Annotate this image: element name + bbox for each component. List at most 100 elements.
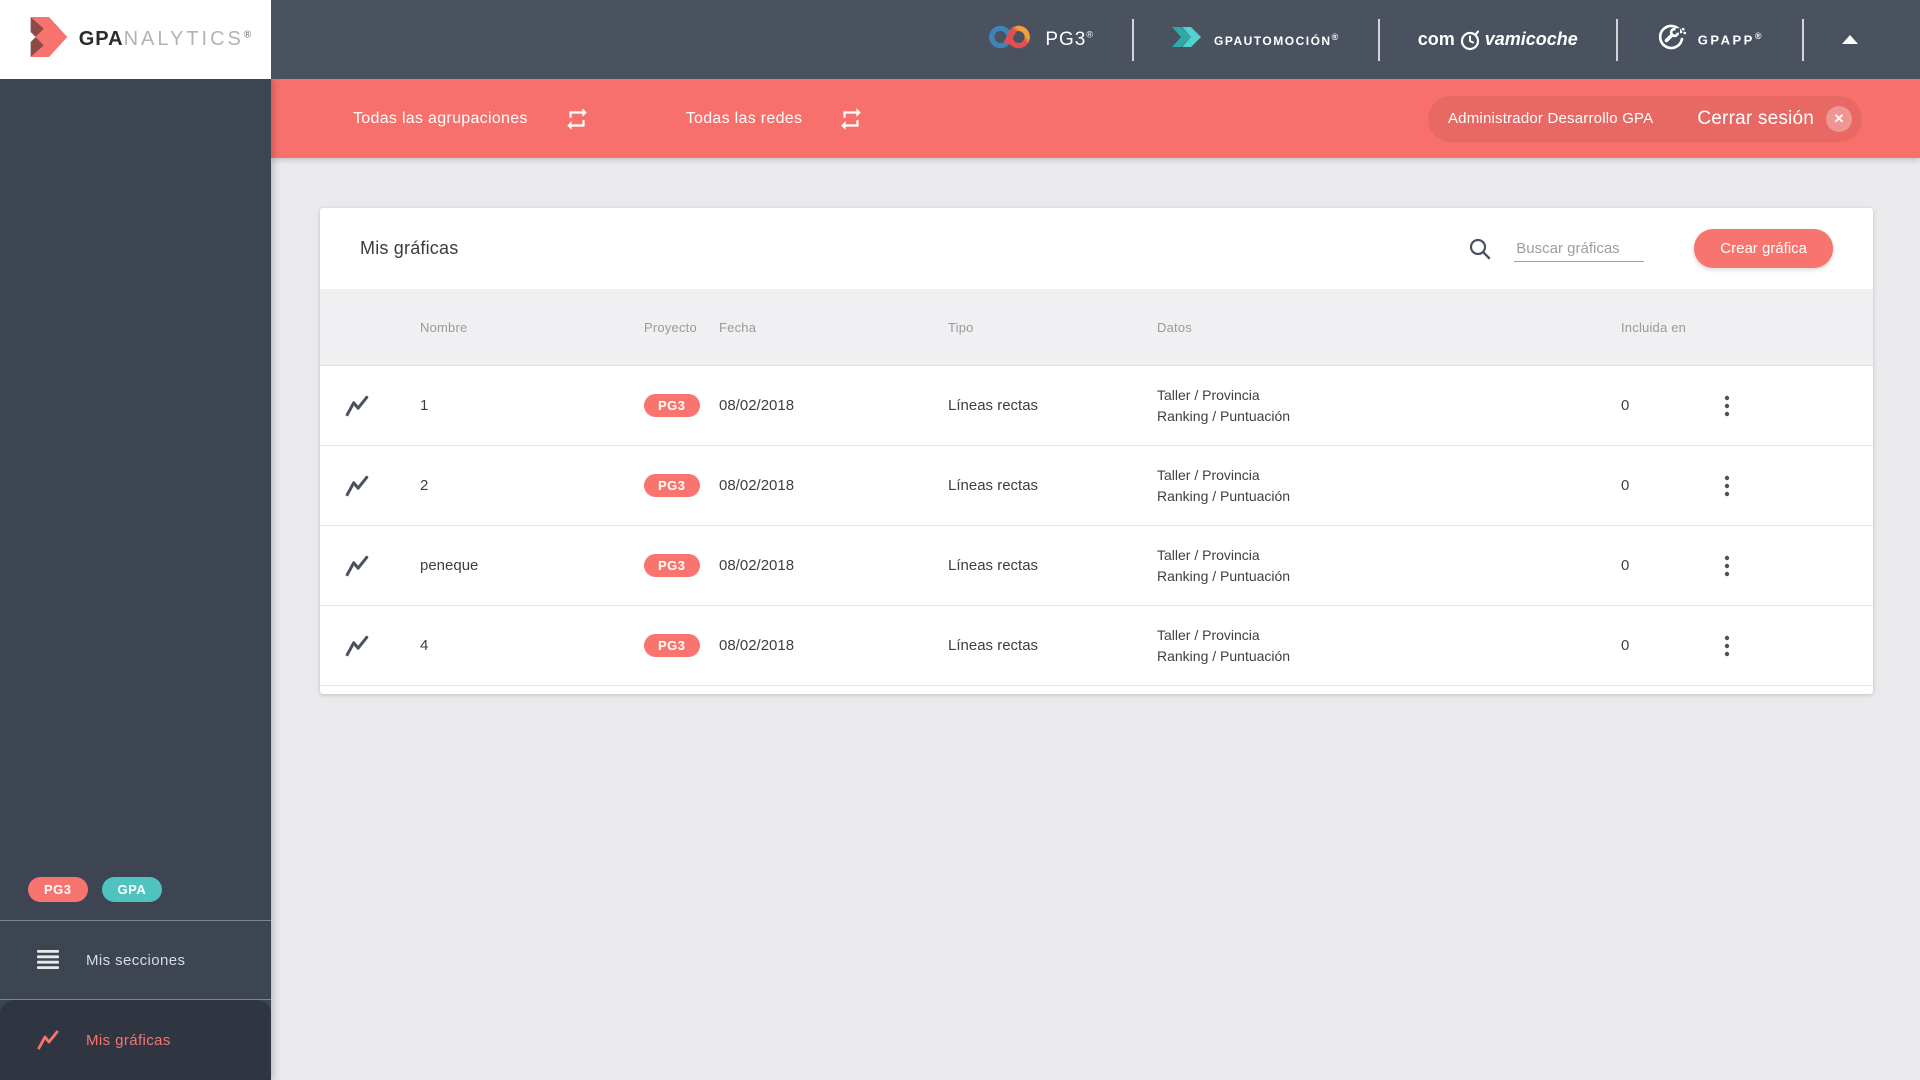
create-chart-button[interactable]: Crear gráfica [1694, 229, 1833, 268]
pg3-badge[interactable]: PG3 [28, 877, 88, 902]
cell-incluida-en: 0 [1621, 637, 1630, 654]
datos-line-2: Ranking / Puntuación [1157, 647, 1291, 664]
table-body: 1 PG3 08/02/2018 Líneas rectas Taller / … [320, 366, 1873, 686]
col-header-datos: Datos [1157, 319, 1192, 335]
groupings-filter-label: Todas las agrupaciones [353, 109, 528, 127]
header-divider [1802, 18, 1804, 61]
header-divider [1132, 18, 1135, 61]
user-session-pill: Administrador Desarrollo GPA Cerrar sesi… [1427, 95, 1862, 142]
project-badge: PG3 [644, 634, 700, 657]
cell-proyecto: PG3 [644, 474, 719, 497]
card-tools: Crear gráfica [1468, 229, 1833, 268]
cell-incluida-en: 0 [1621, 397, 1630, 414]
cell-datos: Taller / Provincia Ranking / Puntuación [1157, 545, 1621, 586]
header-divider [1615, 18, 1618, 61]
line-chart-icon [344, 554, 420, 578]
line-chart-icon [344, 474, 420, 498]
networks-filter[interactable]: Todas las redes [686, 106, 865, 132]
search-input[interactable] [1514, 235, 1645, 262]
gpapp-wrench-icon [1656, 22, 1686, 57]
gpautomocion-label: GPAUTOMOCIÓN® [1214, 31, 1340, 48]
col-header-proyecto: Proyecto [644, 319, 697, 335]
cell-incluida-en: 0 [1621, 477, 1630, 494]
header-divider [1377, 18, 1380, 61]
datos-line-1: Taller / Provincia [1157, 547, 1260, 564]
sidebar-item-mis-graficas[interactable]: Mis gráficas [0, 1000, 271, 1080]
search-icon[interactable] [1468, 237, 1492, 261]
cell-tipo: Líneas rectas [948, 477, 1039, 494]
logout-label: Cerrar sesión [1697, 107, 1814, 129]
user-name: Administrador Desarrollo GPA [1447, 110, 1654, 127]
row-menu-button[interactable] [1717, 389, 1737, 423]
table-row[interactable]: 2 PG3 08/02/2018 Líneas rectas Taller / … [320, 446, 1873, 526]
card-header: Mis gráficas Crear gráfica [320, 208, 1873, 289]
clock-icon [1458, 28, 1482, 52]
comprovamicoche-label: com vamicoche [1418, 28, 1578, 52]
cell-fecha: 08/02/2018 [719, 637, 795, 654]
gpanalytics-wordmark: GPANALYTICS® [78, 28, 253, 50]
sidebar-badges: PG3 GPA [0, 877, 271, 920]
cell-tipo: Líneas rectas [948, 557, 1039, 574]
col-header-incluida: Incluida en [1621, 319, 1687, 335]
cell-proyecto: PG3 [644, 554, 719, 577]
gpa-badge[interactable]: GPA [101, 877, 163, 902]
sidebar-divider [0, 999, 271, 1000]
project-badge: PG3 [644, 474, 700, 497]
cell-incluida-en: 0 [1621, 557, 1630, 574]
line-chart-icon [344, 634, 420, 658]
logout-button[interactable]: Cerrar sesión ✕ [1697, 105, 1852, 132]
gpanalytics-logo: GPANALYTICS® [0, 0, 271, 79]
sidebar-item-label: Mis secciones [86, 951, 186, 969]
filters: Todas las agrupaciones Todas las redes [353, 106, 864, 132]
table-header-row: Nombre Proyecto Fecha Tipo Datos Incluid… [320, 289, 1873, 366]
table-row[interactable]: peneque PG3 08/02/2018 Líneas rectas Tal… [320, 526, 1873, 606]
sidebar: PG3 GPA Mis secciones [0, 79, 271, 1080]
groupings-filter[interactable]: Todas las agrupaciones [353, 106, 590, 132]
pg3-brand: PG3® [987, 23, 1094, 56]
swap-icon[interactable] [564, 106, 590, 132]
row-menu-button[interactable] [1717, 629, 1737, 663]
swap-icon[interactable] [838, 106, 864, 132]
cell-proyecto: PG3 [644, 634, 719, 657]
hamburger-icon [36, 949, 60, 971]
collapse-caret-icon[interactable] [1842, 35, 1858, 44]
charts-card: Mis gráficas Crear gráfica Nombre Proyec… [320, 208, 1873, 694]
cell-datos: Taller / Provincia Ranking / Puntuación [1157, 625, 1621, 666]
networks-filter-label: Todas las redes [685, 109, 803, 127]
cell-proyecto: PG3 [644, 394, 719, 417]
sidebar-item-mis-secciones[interactable]: Mis secciones [0, 921, 271, 999]
line-chart-icon [344, 394, 420, 418]
cell-tipo: Líneas rectas [948, 637, 1039, 654]
cell-datos: Taller / Provincia Ranking / Puntuación [1157, 465, 1621, 506]
datos-line-1: Taller / Provincia [1157, 387, 1260, 404]
col-header-fecha: Fecha [719, 319, 757, 335]
datos-line-2: Ranking / Puntuación [1157, 487, 1291, 504]
logout-x-icon: ✕ [1826, 105, 1852, 132]
cell-fecha: 08/02/2018 [719, 397, 795, 414]
cell-tipo: Líneas rectas [948, 397, 1039, 414]
main-content: Mis gráficas Crear gráfica Nombre Proyec… [271, 158, 1920, 1080]
datos-line-2: Ranking / Puntuación [1157, 567, 1291, 584]
cell-nombre: 4 [420, 637, 429, 654]
table-row[interactable]: 4 PG3 08/02/2018 Líneas rectas Taller / … [320, 606, 1873, 686]
row-menu-button[interactable] [1717, 469, 1737, 503]
gpapp-label: GPAPP® [1697, 31, 1764, 48]
col-header-nombre: Nombre [420, 319, 468, 335]
cell-nombre: peneque [420, 557, 479, 574]
sidebar-item-label: Mis gráficas [86, 1031, 171, 1049]
filter-bar: Todas las agrupaciones Todas las redes A… [271, 79, 1920, 158]
partner-logos: PG3® GPAUTOMOCIÓN® com [987, 18, 1858, 61]
gpautomocion-brand: GPAUTOMOCIÓN® [1172, 24, 1340, 55]
cell-datos: Taller / Provincia Ranking / Puntuación [1157, 385, 1621, 426]
comprovamicoche-brand: com vamicoche [1418, 28, 1578, 52]
table-row[interactable]: 1 PG3 08/02/2018 Líneas rectas Taller / … [320, 366, 1873, 446]
row-menu-button[interactable] [1717, 549, 1737, 583]
datos-line-1: Taller / Provincia [1157, 467, 1260, 484]
project-badge: PG3 [644, 394, 700, 417]
gpapp-brand: GPAPP® [1656, 22, 1764, 57]
top-header-bar: PG3® GPAUTOMOCIÓN® com [0, 0, 1920, 79]
line-chart-icon [36, 1029, 60, 1051]
cell-nombre: 2 [420, 477, 429, 494]
cell-fecha: 08/02/2018 [719, 477, 795, 494]
pg3-brand-label: PG3® [1045, 28, 1095, 50]
